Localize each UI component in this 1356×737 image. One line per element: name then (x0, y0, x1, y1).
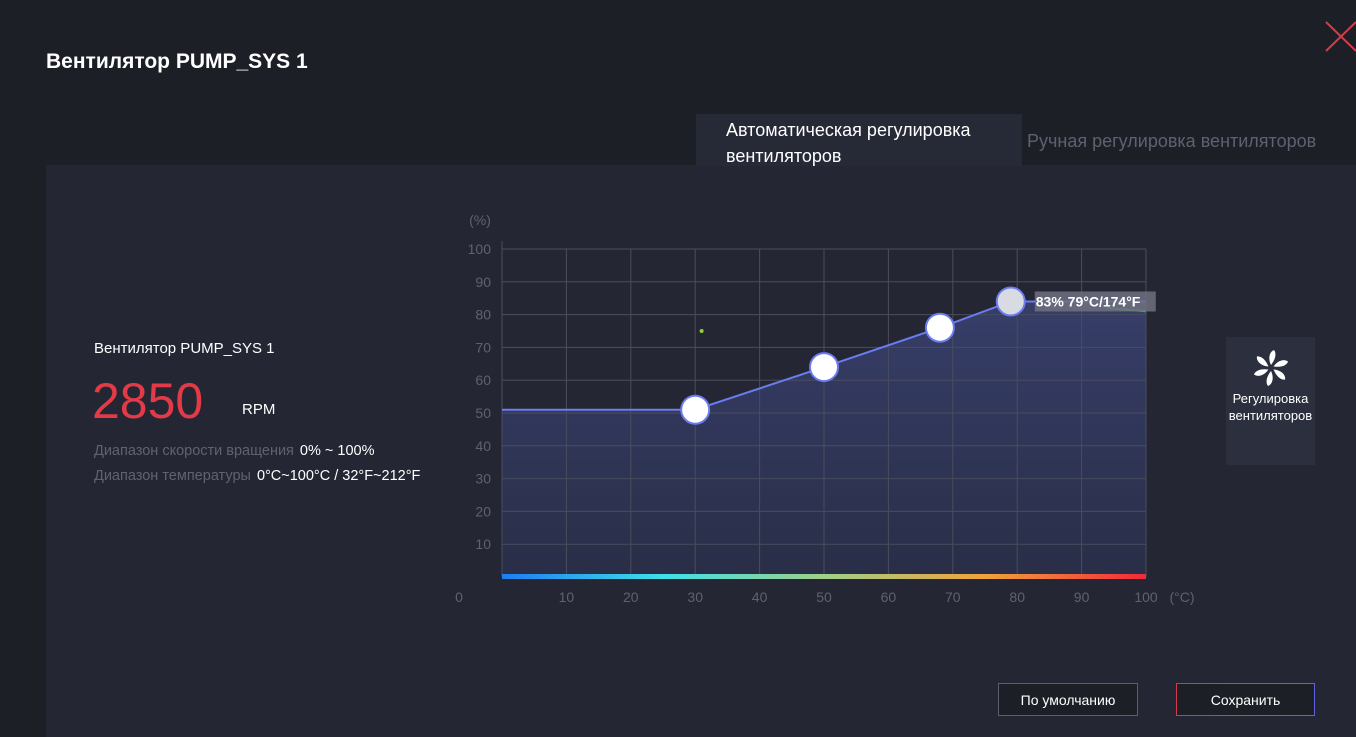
x-tick-label: 70 (945, 589, 961, 605)
y-tick-label: 70 (475, 339, 491, 355)
y-tick-label: 20 (475, 503, 491, 519)
temp-range-value: 0°C~100°C / 32°F~212°F (256, 468, 421, 484)
y-tick-label: 60 (475, 372, 491, 388)
x-tick-label: 80 (1009, 589, 1025, 605)
x-axis-label: (°C) (1169, 589, 1194, 605)
x-tick-label: 20 (623, 589, 639, 605)
temp-range: Диапазон температуры 0°C~100°C / 32°F~212… (94, 468, 420, 484)
save-button[interactable]: Сохранить (1176, 683, 1315, 716)
close-icon[interactable] (1322, 18, 1356, 52)
fan-curve-line (502, 300, 1146, 411)
speed-range-value: 0% ~ 100% (299, 443, 375, 459)
curve-control-point[interactable] (995, 286, 1026, 317)
x-tick-label: 30 (687, 589, 703, 605)
y-tick-label: 100 (468, 241, 492, 257)
y-tick-label: 90 (475, 274, 491, 290)
current-marker (699, 329, 704, 333)
rpm-unit: RPM (242, 401, 276, 418)
x-tick-label: 100 (1134, 589, 1158, 605)
x-tick-label: 10 (559, 589, 575, 605)
x-tick-label: 60 (881, 589, 897, 605)
rpm-value: 2850 (92, 373, 204, 429)
fan-icon (1253, 350, 1288, 386)
fan-control-button-label: Регулировка вентиляторов (1228, 391, 1313, 423)
y-tick-label: 10 (475, 536, 491, 552)
point-tooltip-text: 83% 79°C/174°F (1036, 293, 1141, 309)
curve-control-point[interactable] (809, 352, 839, 383)
curve-control-point[interactable] (680, 394, 711, 425)
temperature-color-bar (502, 574, 1146, 579)
speed-range-label: Диапазон скорости вращения (94, 443, 294, 459)
dialog-title: Вентилятор PUMP_SYS 1 (46, 50, 308, 73)
temp-range-label: Диапазон температуры (94, 468, 251, 484)
tab-manual-fan-control[interactable]: Ручная регулировка вентиляторов (1027, 131, 1317, 151)
curve-control-point[interactable] (924, 312, 955, 343)
speed-range: Диапазон скорости вращения 0% ~ 100% (94, 443, 375, 459)
x-tick-label: 40 (752, 589, 768, 605)
y-axis-label: (%) (469, 212, 491, 228)
y-tick-label: 50 (475, 405, 491, 421)
x-tick-label: 0 (455, 589, 463, 605)
default-button[interactable]: По умолчанию (998, 683, 1138, 716)
y-tick-label: 40 (475, 438, 491, 454)
tab-auto-fan-control[interactable]: Автоматическая регулировка вентиляторов (696, 114, 1022, 166)
x-tick-label: 50 (816, 589, 832, 605)
point-tooltip-bg (1034, 291, 1156, 312)
y-tick-label: 80 (475, 307, 491, 323)
fan-control-button[interactable] (1226, 337, 1315, 465)
fan-name-label: Вентилятор PUMP_SYS 1 (94, 340, 275, 357)
y-tick-label: 30 (475, 471, 491, 487)
x-tick-label: 90 (1074, 589, 1090, 605)
